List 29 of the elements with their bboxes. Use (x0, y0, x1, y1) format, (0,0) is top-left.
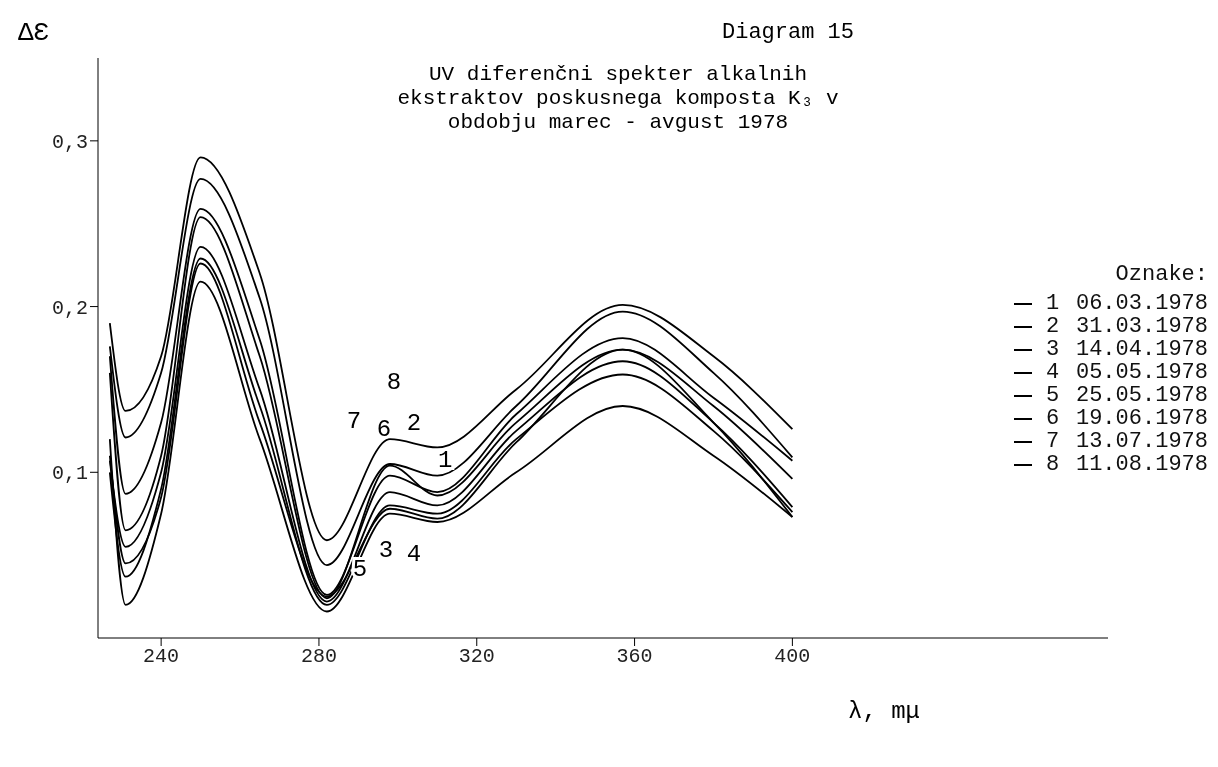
legend-label: 7 13.07.1978 (1045, 429, 1208, 454)
x-tick-label: 280 (300, 645, 337, 669)
annotation: 6 (376, 415, 392, 443)
text: UV diferenčni spekter alkalnih ekstraktov poskusnega komposta K₃ v obdobju marec - avgust 1978 (396, 63, 840, 135)
x-tick-label: 320 (458, 645, 495, 669)
annotation: 8 (386, 369, 402, 397)
annotation: 1 (438, 447, 453, 475)
y-tick-label: 0,1 (51, 462, 88, 486)
y-tick-label: 0,3 (51, 130, 88, 154)
legend-label: 6 19.06.1978 (1045, 406, 1208, 431)
legend-label: 5 25.05.1978 (1045, 383, 1208, 408)
y-axis-title: ΔƐ (18, 18, 50, 48)
legend-label: 3 14.04.1978 (1045, 337, 1208, 362)
annotation: 4 (406, 540, 422, 568)
x-axis-title: λ, mμ (848, 698, 921, 725)
legend-label: 1 06.03.1978 (1045, 291, 1208, 316)
chart-title: Diagram 15 (721, 20, 855, 45)
legend-label: 2 31.03.1978 (1045, 314, 1208, 339)
x-tick-label: 240 (143, 645, 180, 669)
annotation: 7 (346, 408, 362, 435)
x-tick-label: 360 (616, 645, 653, 669)
annotation: 2 (406, 409, 422, 437)
annotation: 5 (352, 555, 368, 583)
x-tick-label: 400 (774, 645, 811, 669)
legend-title: Oznake: (1114, 262, 1208, 287)
legend-label: 4 05.05.1978 (1045, 360, 1208, 385)
y-tick-label: 0,2 (51, 296, 88, 320)
annotation: 3 (378, 537, 394, 565)
legend-label: 8 11.08.1978 (1045, 452, 1208, 477)
